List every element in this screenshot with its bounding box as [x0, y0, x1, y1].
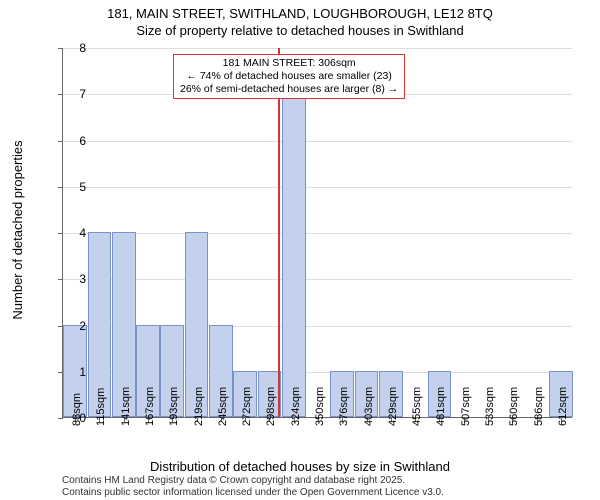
xtick-label: 481sqm [435, 387, 447, 426]
xtick-label: 272sqm [241, 387, 253, 426]
gridline [63, 187, 572, 188]
plot-area: 88sqm115sqm141sqm167sqm193sqm219sqm245sq… [62, 48, 572, 418]
xtick-label: 193sqm [168, 387, 180, 426]
annotation-box: 181 MAIN STREET: 306sqm← 74% of detached… [173, 54, 405, 99]
xtick-label: 533sqm [484, 387, 496, 426]
chart-container: 181, MAIN STREET, SWITHLAND, LOUGHBOROUG… [0, 0, 600, 500]
xtick-label: 245sqm [217, 387, 229, 426]
xtick-label: 586sqm [533, 387, 545, 426]
y-axis-label: Number of detached properties [10, 140, 25, 319]
chart-title-line2: Size of property relative to detached ho… [0, 23, 600, 40]
xtick-label: 141sqm [120, 387, 132, 426]
xtick-label: 115sqm [95, 388, 107, 426]
chart-title-line1: 181, MAIN STREET, SWITHLAND, LOUGHBOROUG… [0, 0, 600, 23]
gridline [63, 279, 572, 280]
gridline [63, 233, 572, 234]
gridline [63, 141, 572, 142]
highlight-line [278, 48, 280, 417]
ytick-label: 5 [46, 180, 86, 194]
footer-line2: Contains public sector information licen… [62, 487, 444, 499]
histogram-bar [282, 93, 306, 417]
ytick-label: 1 [46, 365, 86, 379]
ytick-label: 6 [46, 134, 86, 148]
x-axis-label: Distribution of detached houses by size … [0, 459, 600, 474]
gridline [63, 48, 572, 49]
xtick-label: 560sqm [508, 387, 520, 426]
xtick-label: 403sqm [363, 387, 375, 426]
ytick-label: 3 [46, 272, 86, 286]
xtick-label: 350sqm [314, 387, 326, 426]
annotation-line2: ← 74% of detached houses are smaller (23… [180, 70, 398, 83]
ytick-label: 8 [46, 41, 86, 55]
xtick-label: 429sqm [387, 387, 399, 426]
ytick-label: 0 [46, 411, 86, 425]
xtick-label: 455sqm [411, 387, 423, 426]
xtick-label: 167sqm [144, 387, 156, 426]
annotation-line3: 26% of semi-detached houses are larger (… [180, 83, 398, 96]
xtick-label: 324sqm [290, 387, 302, 426]
ytick-label: 2 [46, 319, 86, 333]
annotation-line1: 181 MAIN STREET: 306sqm [180, 57, 398, 70]
xtick-label: 219sqm [193, 387, 205, 426]
xtick-label: 612sqm [557, 387, 569, 426]
xtick-label: 298sqm [265, 387, 277, 426]
xtick-label: 507sqm [460, 387, 472, 426]
footer-line1: Contains HM Land Registry data © Crown c… [62, 475, 444, 487]
chart-footer: Contains HM Land Registry data © Crown c… [62, 475, 444, 498]
ytick-label: 4 [46, 226, 86, 240]
xtick-label: 376sqm [338, 387, 350, 426]
ytick-label: 7 [46, 87, 86, 101]
